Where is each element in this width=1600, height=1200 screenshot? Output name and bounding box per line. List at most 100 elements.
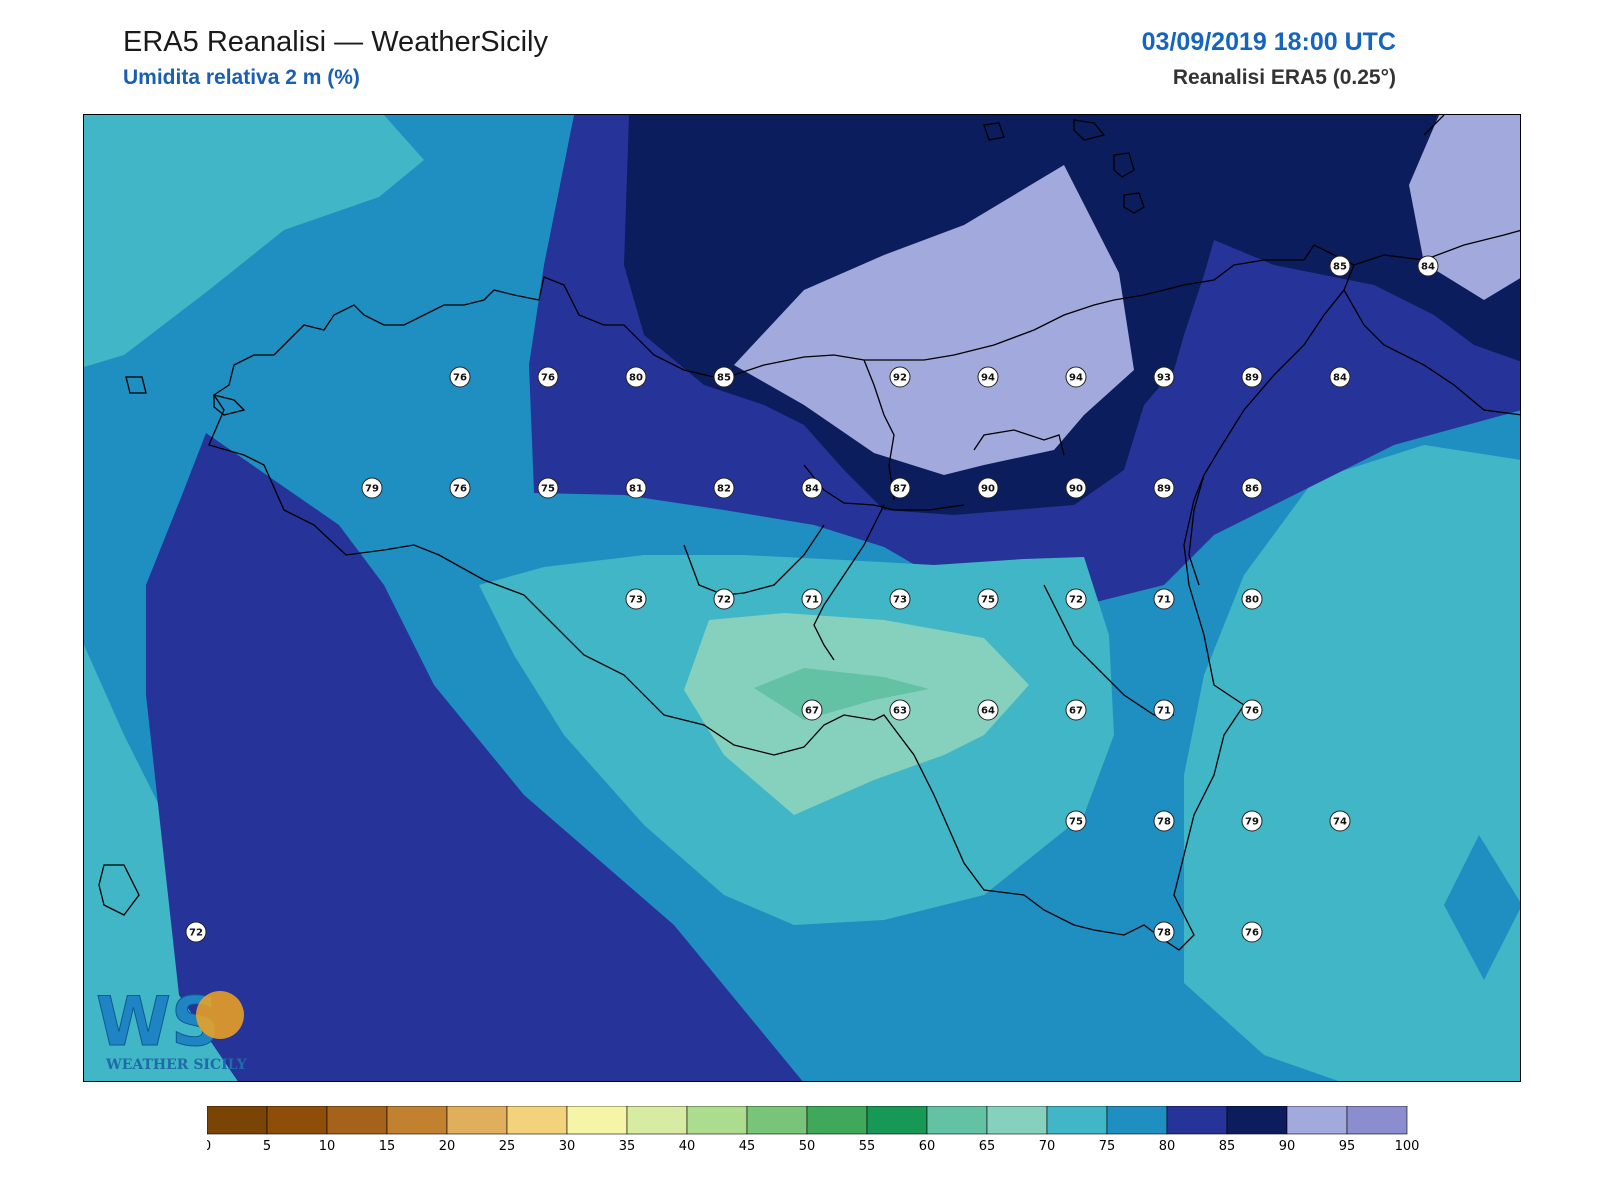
colorbar-tick-label: 60 bbox=[919, 1139, 936, 1154]
station-marker: 89 bbox=[1241, 366, 1263, 388]
station-marker: 71 bbox=[1153, 699, 1175, 721]
map-subtitle: Umidita relativa 2 m (%) bbox=[123, 66, 360, 89]
station-marker: 80 bbox=[1241, 588, 1263, 610]
station-marker-circle bbox=[1241, 477, 1263, 499]
station-marker-circle bbox=[1153, 921, 1175, 943]
forecast-datetime: 03/09/2019 18:00 UTC bbox=[1141, 28, 1396, 56]
band-90-95-central bbox=[734, 165, 1134, 475]
colorbar-tick-label: 0 bbox=[207, 1139, 211, 1154]
station-marker: 63 bbox=[889, 699, 911, 721]
station-marker: 89 bbox=[1153, 477, 1175, 499]
station-marker-circle bbox=[625, 477, 647, 499]
station-marker: 82 bbox=[713, 477, 735, 499]
station-marker-circle bbox=[1153, 810, 1175, 832]
band-90-95-topright bbox=[1409, 115, 1520, 300]
station-marker-circle bbox=[1241, 699, 1263, 721]
station-value: 84 bbox=[1333, 373, 1347, 384]
station-value: 80 bbox=[1245, 595, 1259, 606]
station-value: 64 bbox=[981, 706, 995, 717]
colorbar-swatch bbox=[1286, 1106, 1348, 1135]
station-value: 89 bbox=[1245, 373, 1259, 384]
colorbar-tick-label: 80 bbox=[1159, 1139, 1176, 1154]
station-value: 87 bbox=[893, 484, 907, 495]
colorbar-swatch bbox=[1106, 1106, 1168, 1135]
station-value: 80 bbox=[629, 373, 643, 384]
station-markers: 76 76 80 85 92 94 94 93 89 84 85 84 79 76 75 81 82 84 87 90… bbox=[185, 255, 1439, 943]
station-marker: 90 bbox=[1065, 477, 1087, 499]
colorbar-swatch bbox=[386, 1106, 448, 1135]
colorbar-swatch bbox=[746, 1106, 808, 1135]
station-value: 73 bbox=[893, 595, 907, 606]
station-value: 76 bbox=[453, 373, 467, 384]
station-value: 76 bbox=[1245, 928, 1259, 939]
station-marker-circle bbox=[1241, 366, 1263, 388]
station-marker-circle bbox=[801, 588, 823, 610]
station-marker-circle bbox=[801, 477, 823, 499]
colorbar-swatch bbox=[1346, 1106, 1408, 1135]
station-value: 79 bbox=[365, 484, 379, 495]
station-value: 84 bbox=[805, 484, 819, 495]
station-marker: 73 bbox=[625, 588, 647, 610]
logo-caption: WEATHER SICILY bbox=[105, 1057, 248, 1073]
station-marker: 64 bbox=[977, 699, 999, 721]
colorbar-tick-label: 15 bbox=[379, 1139, 396, 1154]
station-marker-circle bbox=[1065, 366, 1087, 388]
colorbar-tick-label: 95 bbox=[1339, 1139, 1356, 1154]
station-marker-circle bbox=[1153, 588, 1175, 610]
station-marker-circle bbox=[1065, 699, 1087, 721]
station-marker: 78 bbox=[1153, 921, 1175, 943]
humidity-map[interactable]: 76 76 80 85 92 94 94 93 89 84 85 84 79 76 75 81 82 84 87 90… bbox=[84, 115, 1521, 1082]
band-70-75-east bbox=[1184, 445, 1520, 1081]
colorbar-swatch bbox=[326, 1106, 388, 1135]
colorbar-tick-label: 45 bbox=[739, 1139, 756, 1154]
station-marker-circle bbox=[889, 366, 911, 388]
colorbar-swatches bbox=[207, 1106, 1408, 1135]
station-value: 74 bbox=[1333, 817, 1347, 828]
station-marker: 74 bbox=[1329, 810, 1351, 832]
station-marker-circle bbox=[449, 366, 471, 388]
station-marker: 76 bbox=[1241, 921, 1263, 943]
station-value: 90 bbox=[981, 484, 995, 495]
station-marker-circle bbox=[1329, 810, 1351, 832]
colorbar-swatch bbox=[1226, 1106, 1288, 1135]
station-value: 63 bbox=[893, 706, 907, 717]
colorbar-tick-label: 90 bbox=[1279, 1139, 1296, 1154]
station-marker: 85 bbox=[1329, 255, 1351, 277]
station-marker-circle bbox=[1065, 810, 1087, 832]
station-marker-circle bbox=[889, 477, 911, 499]
station-marker: 72 bbox=[1065, 588, 1087, 610]
station-marker: 90 bbox=[977, 477, 999, 499]
station-marker: 75 bbox=[1065, 810, 1087, 832]
station-value: 90 bbox=[1069, 484, 1083, 495]
sun-icon bbox=[196, 991, 244, 1039]
station-value: 72 bbox=[717, 595, 731, 606]
band-80-85-southwest bbox=[146, 433, 803, 1081]
station-marker: 76 bbox=[449, 477, 471, 499]
station-marker-circle bbox=[713, 588, 735, 610]
colorbar-swatch bbox=[626, 1106, 688, 1135]
station-marker-circle bbox=[1241, 921, 1263, 943]
station-marker-circle bbox=[1153, 477, 1175, 499]
station-marker: 67 bbox=[801, 699, 823, 721]
station-marker-circle bbox=[1153, 366, 1175, 388]
station-value: 92 bbox=[893, 373, 907, 384]
station-value: 72 bbox=[189, 928, 203, 939]
colorbar-tick-label: 55 bbox=[859, 1139, 876, 1154]
band-70-75-northwest bbox=[84, 115, 424, 367]
station-marker-circle bbox=[537, 477, 559, 499]
station-marker-circle bbox=[977, 699, 999, 721]
colorbar-tick-label: 35 bbox=[619, 1139, 636, 1154]
colorbar-tick-label: 75 bbox=[1099, 1139, 1116, 1154]
map-panel[interactable]: 76 76 80 85 92 94 94 93 89 84 85 84 79 76 75 81 82 84 87 90… bbox=[83, 114, 1521, 1082]
station-value: 71 bbox=[805, 595, 819, 606]
station-marker-circle bbox=[625, 366, 647, 388]
station-marker: 71 bbox=[801, 588, 823, 610]
station-value: 85 bbox=[717, 373, 731, 384]
station-value: 67 bbox=[1069, 706, 1083, 717]
colorbar-swatch bbox=[446, 1106, 508, 1135]
colorbar-swatch bbox=[207, 1106, 268, 1135]
station-marker: 72 bbox=[185, 921, 207, 943]
station-marker: 93 bbox=[1153, 366, 1175, 388]
station-value: 94 bbox=[981, 373, 995, 384]
station-marker: 76 bbox=[537, 366, 559, 388]
